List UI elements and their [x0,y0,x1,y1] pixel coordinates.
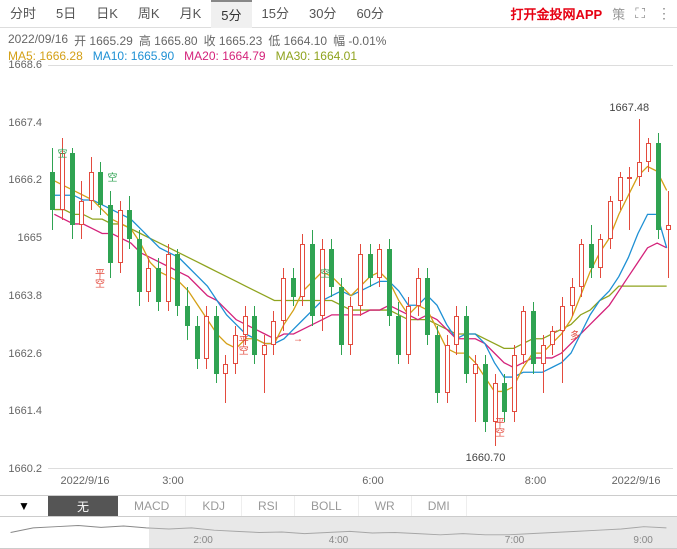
y-tick: 1663.8 [8,290,42,302]
y-axis: 1668.61667.41666.216651663.81662.61661.4… [0,65,46,495]
timeframe-tab[interactable]: 周K [128,0,170,28]
timeframe-tab[interactable]: 月K [170,0,212,28]
timeframe-toolbar: 分时5日日K周K月K5分15分30分60分 打开金投网APP策⛶⋮ [0,0,677,28]
signal-mark: ↑ [549,328,560,333]
signal-mark: 空 [316,268,331,278]
timeframe-tab[interactable]: 5分 [211,0,251,28]
y-tick: 1667.4 [8,117,42,129]
indicator-selector: ▼ 无 MACDKDJRSIBOLLWRDMI [0,495,677,517]
plot-area[interactable]: 1667.481660.70空空平空平空↑空平空↑多 [48,65,673,469]
signal-mark: 空 [103,172,118,182]
x-tick: 2022/9/16 [612,475,661,487]
open-app-link[interactable]: 打开金投网APP [504,4,608,23]
x-tick: 3:00 [162,475,183,487]
y-tick: 1668.6 [8,59,42,71]
indicator-tab[interactable]: WR [359,496,412,516]
timeframe-tab[interactable]: 5日 [46,0,86,28]
strategy-label: 策 [608,4,629,23]
mini-tick: 2:00 [193,535,212,546]
signal-mark: 空 [53,148,68,158]
mini-tick: 7:00 [505,535,524,546]
info-date: 2022/09/16 [8,32,68,49]
indicator-tab[interactable]: RSI [242,496,295,516]
x-tick: 2022/9/16 [61,475,110,487]
timeframe-tab[interactable]: 15分 [252,0,299,28]
ma-legend: MA5: 1666.28 MA10: 1665.90 MA20: 1664.79… [0,49,677,65]
mini-nav-chart[interactable]: 2:00 4:00 7:00 9:00 [0,517,677,549]
mini-viewport[interactable] [149,517,677,548]
indicator-dropdown[interactable]: ▼ [0,496,48,516]
fullscreen-icon[interactable]: ⛶ [629,5,651,22]
indicator-tab[interactable]: MACD [118,496,186,516]
timeframe-tab[interactable]: 分时 [0,0,46,28]
indicator-tab[interactable]: DMI [412,496,467,516]
signal-mark: 平空 [234,335,249,355]
indicator-tab[interactable]: KDJ [186,496,242,516]
indicator-tab[interactable]: BOLL [295,496,359,516]
signal-mark: 平空 [491,417,506,437]
x-tick: 8:00 [525,475,546,487]
x-tick: 6:00 [362,475,383,487]
signal-mark: ↑ [293,338,304,343]
timeframe-tab[interactable]: 30分 [299,0,346,28]
candlestick-chart[interactable]: 1668.61667.41666.216651663.81662.61661.4… [0,65,677,495]
signal-mark: 平空 [91,268,106,288]
y-tick: 1662.6 [8,348,42,360]
y-tick: 1665 [18,232,42,244]
y-tick: 1666.2 [8,174,42,186]
y-tick: 1661.4 [8,405,42,417]
y-tick: 1660.2 [8,463,42,475]
indicator-none[interactable]: 无 [48,496,118,516]
signal-mark: 多 [566,330,581,340]
mini-tick: 9:00 [633,535,652,546]
price-marker: 1660.70 [466,452,506,464]
x-axis: 2022/9/16 3:00 6:00 8:00 2022/9/16 [48,471,673,495]
ohlc-info-bar: 2022/09/16 开 1665.29 高 1665.80 收 1665.23… [0,28,677,49]
menu-icon[interactable]: ⋮ [651,5,677,22]
timeframe-tab[interactable]: 日K [86,0,128,28]
timeframe-tab[interactable]: 60分 [346,0,393,28]
mini-tick: 4:00 [329,535,348,546]
price-marker: 1667.48 [609,102,649,114]
